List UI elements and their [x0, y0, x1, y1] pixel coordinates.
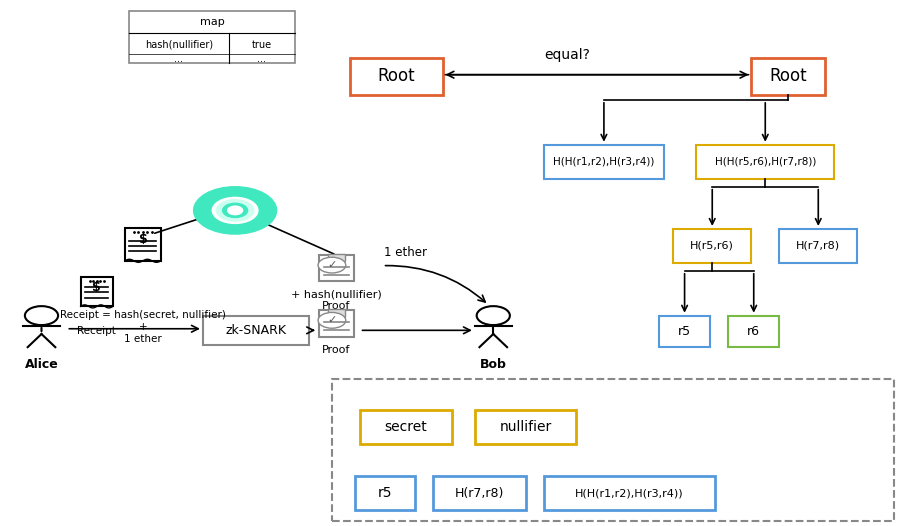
Text: nullifier: nullifier [500, 420, 551, 434]
Text: H(r5,r6): H(r5,r6) [691, 241, 734, 251]
Circle shape [222, 204, 247, 218]
FancyBboxPatch shape [203, 316, 309, 345]
FancyBboxPatch shape [328, 309, 345, 317]
FancyBboxPatch shape [544, 476, 715, 510]
Text: Root: Root [378, 67, 415, 85]
Circle shape [318, 312, 346, 328]
FancyBboxPatch shape [659, 316, 710, 347]
Circle shape [25, 306, 58, 325]
Text: ...: ... [174, 54, 183, 65]
Text: Receipt: Receipt [77, 326, 116, 336]
Text: ...: ... [257, 54, 266, 65]
Circle shape [212, 197, 258, 224]
Circle shape [228, 206, 242, 215]
Circle shape [217, 200, 254, 221]
FancyBboxPatch shape [124, 228, 161, 261]
Text: H(r7,r8): H(r7,r8) [455, 487, 504, 500]
Text: secret: secret [384, 420, 427, 434]
Text: equal?: equal? [544, 48, 590, 62]
FancyBboxPatch shape [475, 410, 576, 444]
Text: H(H(r1,r2),H(r3,r4)): H(H(r1,r2),H(r3,r4)) [553, 157, 655, 167]
FancyBboxPatch shape [328, 254, 345, 261]
Text: 1 ether: 1 ether [384, 246, 427, 259]
Circle shape [194, 187, 277, 234]
FancyBboxPatch shape [319, 255, 354, 281]
FancyBboxPatch shape [673, 229, 751, 263]
Text: r6: r6 [747, 325, 761, 338]
FancyBboxPatch shape [696, 145, 834, 179]
Text: $: $ [92, 281, 101, 294]
Text: r5: r5 [678, 325, 692, 338]
Text: Root: Root [770, 67, 807, 85]
FancyBboxPatch shape [350, 58, 443, 95]
FancyBboxPatch shape [319, 310, 354, 337]
Text: Proof: Proof [323, 345, 350, 355]
Text: zk-SNARK: zk-SNARK [225, 323, 287, 337]
FancyBboxPatch shape [728, 316, 779, 347]
Text: + hash(nullifier)
Proof: + hash(nullifier) Proof [291, 289, 382, 311]
Bar [332, 379, 894, 521]
FancyBboxPatch shape [81, 278, 112, 306]
Text: r5: r5 [378, 486, 392, 500]
Text: H(H(r5,r6),H(r7,r8)): H(H(r5,r6),H(r7,r8)) [715, 157, 816, 167]
Text: $: $ [138, 233, 148, 246]
Circle shape [318, 257, 346, 273]
Text: ✓: ✓ [327, 315, 337, 326]
FancyBboxPatch shape [751, 58, 825, 95]
Text: Bob: Bob [479, 358, 507, 371]
Bar [129, 11, 295, 63]
Text: H(H(r1,r2),H(r3,r4)): H(H(r1,r2),H(r3,r4)) [575, 488, 683, 498]
FancyBboxPatch shape [544, 145, 664, 179]
FancyBboxPatch shape [433, 476, 526, 510]
Text: Receipt = hash(secret, nullifier)
+
1 ether: Receipt = hash(secret, nullifier) + 1 et… [60, 310, 226, 343]
Text: Alice: Alice [25, 358, 58, 371]
Text: hash(nullifier): hash(nullifier) [145, 39, 213, 50]
Circle shape [477, 306, 510, 325]
Text: true: true [252, 39, 272, 50]
Text: ✓: ✓ [327, 260, 337, 270]
FancyBboxPatch shape [779, 229, 857, 263]
Text: map: map [200, 17, 224, 27]
FancyBboxPatch shape [355, 476, 415, 510]
FancyBboxPatch shape [360, 410, 452, 444]
Text: H(r7,r8): H(r7,r8) [797, 241, 840, 251]
